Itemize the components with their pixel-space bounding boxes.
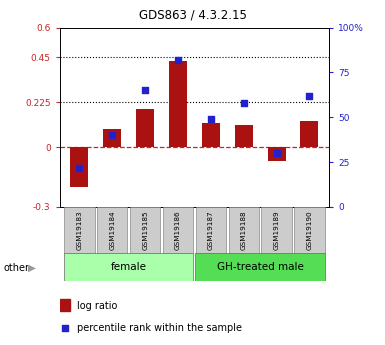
Point [273, 150, 280, 156]
Text: female: female [111, 262, 147, 272]
FancyBboxPatch shape [97, 207, 127, 254]
Bar [136, 109, 154, 147]
FancyBboxPatch shape [229, 207, 259, 254]
Text: GH-treated male: GH-treated male [217, 262, 304, 272]
FancyBboxPatch shape [295, 207, 325, 254]
FancyBboxPatch shape [64, 207, 94, 254]
Text: ▶: ▶ [28, 263, 36, 273]
Bar [235, 125, 253, 147]
Point [175, 57, 181, 63]
Bar [70, 147, 89, 187]
FancyBboxPatch shape [261, 207, 292, 254]
Point [76, 165, 82, 170]
Text: GSM19183: GSM19183 [76, 210, 82, 250]
Text: GSM19188: GSM19188 [241, 210, 247, 250]
Text: other: other [4, 263, 30, 273]
Point [142, 88, 148, 93]
Text: GSM19185: GSM19185 [142, 210, 148, 250]
Text: GSM19184: GSM19184 [109, 210, 115, 250]
Text: percentile rank within the sample: percentile rank within the sample [77, 323, 242, 333]
Bar [268, 147, 286, 161]
Text: GSM19189: GSM19189 [274, 210, 280, 250]
Point [306, 93, 313, 99]
Bar [103, 129, 121, 147]
Bar [202, 123, 220, 147]
FancyBboxPatch shape [196, 207, 226, 254]
Bar [300, 121, 318, 147]
Point [62, 325, 68, 331]
Text: log ratio: log ratio [77, 301, 117, 311]
Bar [169, 61, 187, 147]
Point [109, 132, 116, 138]
FancyBboxPatch shape [196, 253, 325, 281]
Text: GSM19190: GSM19190 [306, 210, 313, 250]
FancyBboxPatch shape [64, 253, 193, 281]
Point [208, 116, 214, 122]
Point [241, 100, 247, 106]
FancyBboxPatch shape [130, 207, 160, 254]
FancyBboxPatch shape [163, 207, 193, 254]
Text: GSM19186: GSM19186 [175, 210, 181, 250]
Bar [60, 299, 70, 311]
Text: GSM19187: GSM19187 [208, 210, 214, 250]
Text: GDS863 / 4.3.2.15: GDS863 / 4.3.2.15 [139, 9, 246, 22]
